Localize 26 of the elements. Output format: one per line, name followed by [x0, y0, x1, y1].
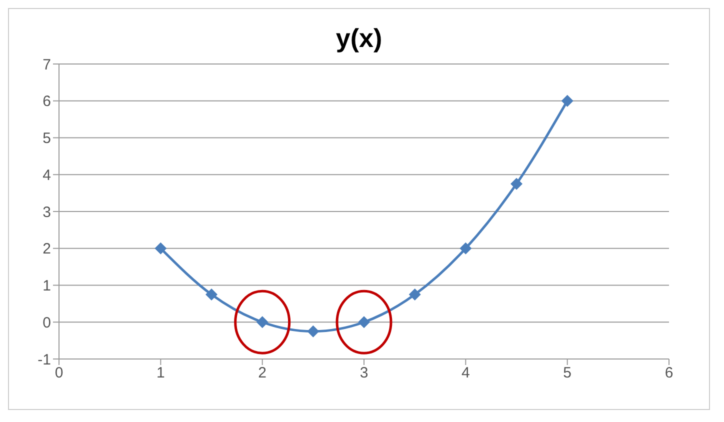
y-tick-label: 6: [42, 93, 51, 110]
x-tick-label: 6: [664, 364, 674, 382]
point: [256, 316, 268, 328]
x-tick-label: 1: [156, 364, 165, 382]
point: [408, 288, 421, 300]
point: [154, 242, 167, 254]
y-tick-label: 1: [42, 278, 51, 295]
x-tick-label: 0: [54, 364, 64, 382]
y-tick-label: 5: [42, 130, 51, 148]
point: [460, 242, 472, 254]
x-tick-label: 3: [360, 364, 368, 382]
y-tick-label: 2: [42, 240, 51, 258]
point: [206, 288, 218, 300]
y-tick-label: 7: [42, 56, 51, 74]
y-tick-label: 4: [42, 166, 51, 184]
x-tick-label: 2: [258, 364, 267, 382]
point: [358, 316, 370, 328]
point: [510, 178, 522, 190]
point: [561, 94, 574, 107]
y-tick-label: 3: [42, 204, 51, 221]
point: [307, 325, 320, 338]
y-tick-label: 0: [42, 314, 51, 332]
x-tick-label: 4: [461, 364, 470, 382]
x-tick-label: 5: [563, 364, 572, 382]
chart-title: y(x): [334, 23, 384, 54]
y-tick-label: -1: [38, 351, 51, 368]
